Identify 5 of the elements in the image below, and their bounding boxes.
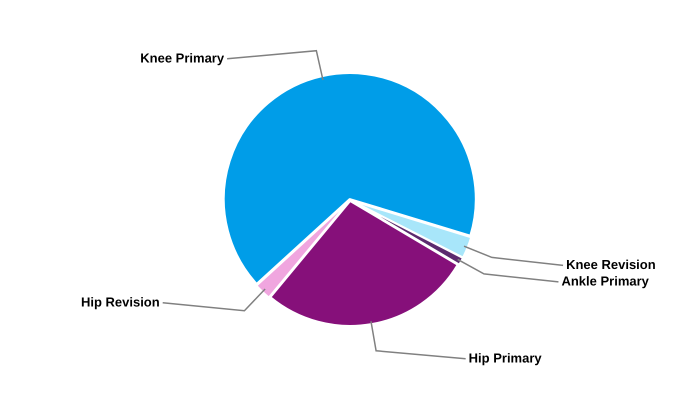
slice-label: Ankle Primary <box>561 273 650 288</box>
slice-label: Hip Primary <box>468 350 542 366</box>
slice-label: Knee Primary <box>140 50 225 66</box>
slice-label: Hip Revision <box>80 294 160 310</box>
slice-label: Knee Revision <box>566 256 656 272</box>
